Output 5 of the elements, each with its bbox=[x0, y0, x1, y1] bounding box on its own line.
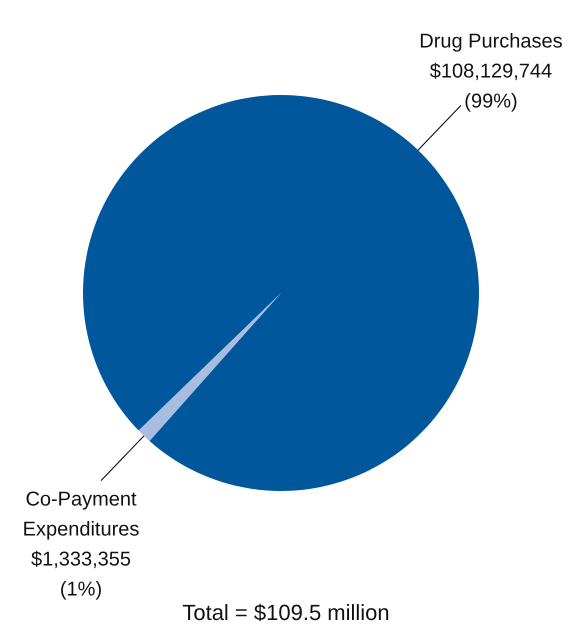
slice-label: Co-Payment Expenditures bbox=[22, 488, 140, 541]
data-label: $1,333,355 (1%) bbox=[30, 548, 132, 601]
slice-label: Drug Purchases bbox=[419, 30, 563, 52]
pie-slice bbox=[138, 293, 281, 442]
data-label: $108,129,744 (99%) bbox=[430, 60, 552, 112]
